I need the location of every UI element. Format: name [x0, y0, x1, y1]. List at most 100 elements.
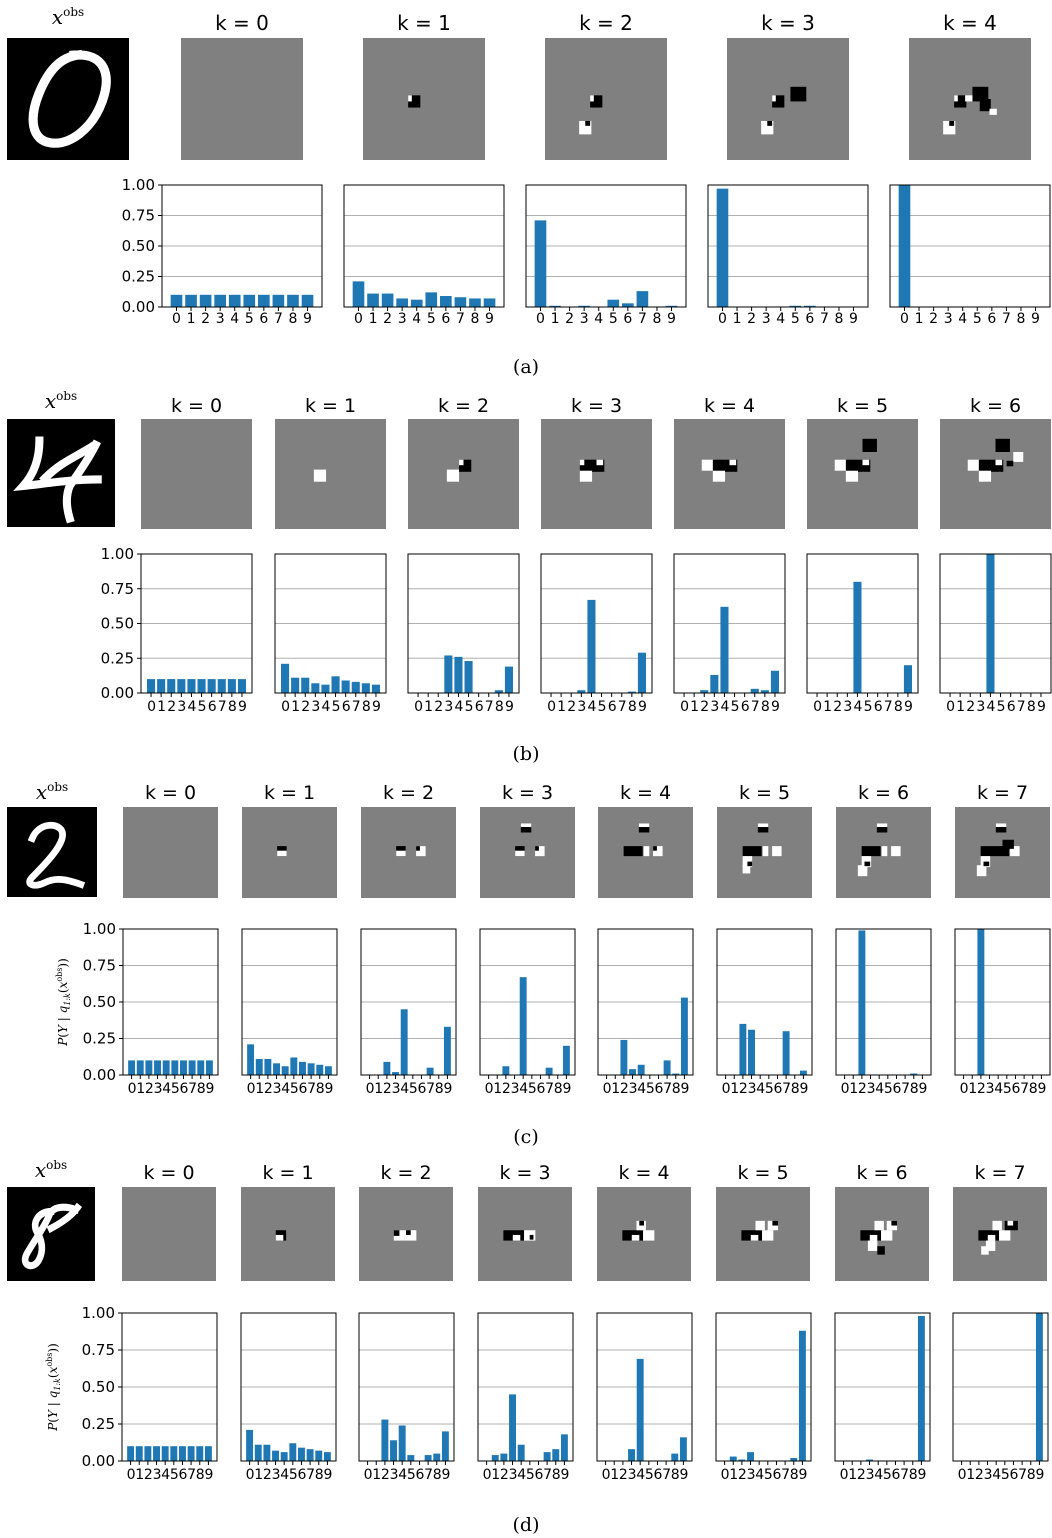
y-axis-label-part: ( [56, 1033, 70, 1038]
bar [738, 1459, 746, 1461]
bar [361, 683, 370, 693]
x-tick-label: 6 [654, 1467, 663, 1483]
revealed-pixel-patch [978, 459, 992, 471]
revealed-pixel-patch [404, 1230, 417, 1241]
x-tick-label: 1 [369, 311, 378, 327]
x-tick-label: 1 [157, 699, 165, 715]
x-tick-label: 8 [1029, 1081, 1037, 1097]
query-mask-image [242, 807, 337, 898]
revealed-pixel-patch [579, 469, 593, 482]
x-tick-label: 7 [274, 311, 283, 327]
revealed-pixel-patch [862, 459, 870, 466]
x-tick-label: 0 [603, 1081, 611, 1097]
y-tick-label: 1.00 [122, 176, 155, 194]
k-step-title: k = 5 [737, 1162, 788, 1184]
bar [543, 1452, 551, 1461]
x-tick-label: 1 [291, 699, 299, 715]
bar [179, 1446, 186, 1461]
x-tick-label: 8 [672, 1081, 680, 1097]
y-tick-label: 0.25 [101, 649, 134, 667]
revealed-pixel-patch [845, 469, 859, 482]
x-tick-label: 5 [765, 1081, 773, 1097]
bar [747, 1452, 754, 1461]
query-mask-image [241, 1187, 335, 1281]
y-axis-label: P(Y | q1:k(xobs)) [45, 1343, 62, 1432]
x-tick-label: 0 [485, 1081, 493, 1097]
figure-row: xobs k = 00 1 2 3 4 5 6 7 8 90.000.250.500.751.00k… [7, 780, 1051, 1148]
x-tick-label: 9 [904, 699, 912, 715]
x-tick-label: 2 [966, 699, 974, 715]
bar [700, 690, 709, 693]
revealed-pixel-patch [881, 846, 888, 857]
x-tick-label: 9 [799, 1081, 807, 1097]
x-tick-label: 4 [519, 1081, 528, 1097]
query-mask-image [727, 38, 849, 160]
k-step-title: k = 2 [383, 782, 434, 804]
revealed-pixel-patch [981, 1246, 989, 1255]
x-tick-label: 9 [918, 1081, 926, 1097]
revealed-pixel-patch [535, 846, 545, 857]
revealed-pixel-patch [406, 1230, 411, 1235]
revealed-pixel-patch [653, 846, 663, 857]
x-tick-label: 5 [864, 699, 872, 715]
plot-frame [540, 553, 653, 694]
x-obs-base: x [35, 1158, 46, 1182]
x-tick-label: 7 [545, 1081, 553, 1097]
x-tick-label: 1 [733, 311, 742, 327]
x-tick-label: 2 [975, 1467, 983, 1483]
revealed-pixel-patch [653, 846, 657, 851]
x-tick-label: 4 [230, 311, 239, 327]
revealed-pixel-patch [983, 861, 990, 867]
bar [396, 298, 408, 307]
x-tick-label: 7 [638, 311, 647, 327]
x-tick-label: 3 [444, 699, 452, 715]
bar [491, 1455, 499, 1461]
revealed-pixel-patch [416, 846, 426, 857]
bar [760, 690, 769, 693]
figure-row: xobs k = 00 1 2 3 4 5 6 7 8 90.000.250.500.751.00k… [7, 5, 1051, 378]
query-mask-image [940, 419, 1051, 529]
x-tick-label: 7 [820, 311, 829, 327]
x-obs-sup: obs [46, 1158, 67, 1172]
query-mask-image [545, 38, 667, 160]
plot-frame [954, 928, 1051, 1076]
bar [454, 297, 467, 307]
revealed-pixel-patch [712, 469, 726, 482]
bar [171, 1060, 179, 1075]
x-tick-label: 2 [929, 311, 938, 327]
x-tick-label: 4 [321, 699, 330, 715]
x-tick-label: 5 [407, 1467, 415, 1483]
k-step-title: k = 6 [858, 782, 909, 804]
x-tick-label: 4 [986, 699, 995, 715]
plot-frame [479, 928, 576, 1076]
x-tick-label: 3 [392, 1081, 400, 1097]
x-tick-label: 0 [147, 699, 155, 715]
bar [127, 1446, 135, 1461]
bar [534, 220, 547, 307]
y-tick-label: 0.50 [122, 237, 155, 255]
x-tick-label: 6 [535, 1467, 544, 1483]
revealed-pixel-patch [995, 459, 1003, 466]
bar [464, 661, 473, 693]
x-tick-label: 8 [1027, 1467, 1035, 1483]
x-tick-label: 8 [362, 699, 370, 715]
x-tick-label: 0 [718, 311, 727, 327]
revealed-pixel-patch [992, 1220, 1002, 1231]
x-tick-label: 3 [984, 1467, 992, 1483]
x-tick-label: 0 [602, 1467, 610, 1483]
bar [502, 1066, 510, 1075]
revealed-pixel-patch [742, 865, 751, 874]
x-tick-label: 1 [730, 1081, 738, 1097]
revealed-pixel-patch [967, 459, 980, 471]
bar [307, 1063, 315, 1075]
bar [789, 305, 802, 307]
x-tick-label: 0 [246, 1467, 254, 1483]
bar [663, 1060, 671, 1075]
x-tick-label: 3 [867, 1081, 875, 1097]
bar [578, 305, 590, 307]
x-tick-label: 0 [813, 699, 821, 715]
bar [371, 684, 380, 693]
bar [367, 293, 379, 307]
revealed-pixel-patch [1007, 1220, 1014, 1226]
bar [804, 305, 816, 307]
